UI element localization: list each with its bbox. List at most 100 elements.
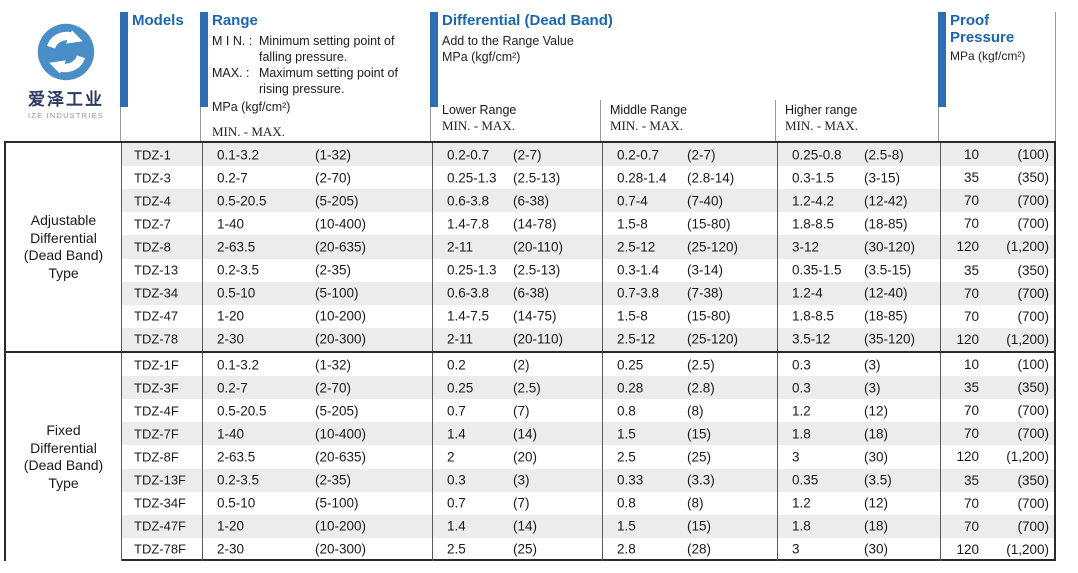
- proof-title-line2: Pressure: [950, 29, 1015, 46]
- company-name-cn: 爱泽工业: [28, 90, 104, 109]
- higher-range-cell: 1.2-4 (12-40): [777, 281, 940, 305]
- lower-range-cell: 2-11 (20-110): [432, 235, 602, 259]
- company-name-en: IZE INDUSTRIES: [28, 111, 104, 120]
- range-cell: 0.2-3.5 (2-35): [202, 258, 432, 282]
- model-cell: TDZ-78: [134, 331, 179, 347]
- range-cell: 2-63.5 (20-635): [202, 445, 432, 469]
- model-cell: TDZ-4F: [134, 403, 179, 419]
- range-cell: 1-20 (10-200): [202, 304, 432, 328]
- lower-range-cell: 1.4-7.5 (14-75): [432, 304, 602, 328]
- header-accent-bar: [120, 12, 128, 107]
- middle-range-cell: 0.28-1.4 (2.8-14): [602, 166, 777, 190]
- spec-table: Adjustable Differential (Dead Band) Type…: [4, 141, 1056, 561]
- proof-pressure-cell: 35 (350): [940, 258, 1054, 282]
- model-cell: TDZ-78F: [134, 541, 186, 557]
- higher-range-cell: 1.8 (18): [777, 514, 940, 538]
- header-right-divider: [1055, 12, 1056, 141]
- higher-range-cell: 0.35 (3.5): [777, 468, 940, 492]
- proof-pressure-cell: 120 (1,200): [940, 445, 1054, 469]
- middle-range-cell: 1.5-8 (15-80): [602, 304, 777, 328]
- range-cell: 0.5-20.5 (5-205): [202, 189, 432, 213]
- middle-range-cell: 2.5-12 (25-120): [602, 235, 777, 259]
- table-row: TDZ-34 0.5-10 (5-100) 0.6-3.8 (6-38) 0.7-3…: [122, 281, 1054, 305]
- proof-pressure-cell: 120 (1,200): [940, 327, 1054, 351]
- middle-range-cell: 2.5-12 (25-120): [602, 327, 777, 351]
- range-unit: MPa (kgf/cm²): [212, 100, 291, 114]
- middle-range-cell: 1.5 (15): [602, 514, 777, 538]
- higher-range-cell: 3.5-12 (35-120): [777, 327, 940, 351]
- header-accent-bar: [430, 12, 438, 107]
- higher-range-cell: 1.2 (12): [777, 399, 940, 423]
- proof-pressure-cell: 10 (100): [940, 143, 1054, 167]
- column-divider: [120, 107, 121, 141]
- differential-subtitle: Add to the Range Value: [442, 34, 574, 48]
- proof-pressure-cell: 70 (700): [940, 212, 1054, 236]
- header-range: Range M I N. : Minimum setting point of …: [200, 12, 430, 141]
- subheader-lower-range: Lower Range MIN. - MAX.: [442, 103, 517, 133]
- higher-range-cell: 0.35-1.5 (3.5-15): [777, 258, 940, 282]
- column-divider: [200, 107, 201, 141]
- range-cell: 0.1-3.2 (1-32): [202, 353, 432, 377]
- middle-range-cell: 0.25 (2.5): [602, 353, 777, 377]
- range-cell: 0.5-10 (5-100): [202, 491, 432, 515]
- range-cell: 0.5-20.5 (5-205): [202, 399, 432, 423]
- table-row: TDZ-3F 0.2-7 (2-70) 0.25 (2.5) 0.28 (2.8) 0…: [122, 376, 1054, 400]
- lower-range-cell: 1.4-7.8 (14-78): [432, 212, 602, 236]
- table-row: TDZ-8F 2-63.5 (20-635) 2 (20) 2.5 (25) 3 (30…: [122, 445, 1054, 469]
- middle-range-cell: 0.28 (2.8): [602, 376, 777, 400]
- subcolumn-divider: [600, 100, 601, 141]
- lower-range-cell: 2-11 (20-110): [432, 327, 602, 351]
- model-cell: TDZ-4: [134, 193, 171, 209]
- models-title: Models: [132, 12, 184, 29]
- range-cell: 0.2-7 (2-70): [202, 166, 432, 190]
- higher-range-cell: 3 (30): [777, 537, 940, 561]
- header-accent-bar: [938, 12, 946, 107]
- table-row: TDZ-78F 2-30 (20-300) 2.5 (25) 2.8 (28) 3 (3…: [122, 537, 1054, 561]
- proof-pressure-cell: 120 (1,200): [940, 235, 1054, 259]
- higher-range-cell: 1.8-8.5 (18-85): [777, 212, 940, 236]
- higher-range-cell: 1.8-8.5 (18-85): [777, 304, 940, 328]
- section-rows: TDZ-1F 0.1-3.2 (1-32) 0.2 (2) 0.25 (2.5) 0.…: [122, 353, 1054, 561]
- lower-range-cell: 0.6-3.8 (6-38): [432, 189, 602, 213]
- range-cell: 0.5-10 (5-100): [202, 281, 432, 305]
- model-cell: TDZ-3F: [134, 380, 179, 396]
- range-cell: 1-20 (10-200): [202, 514, 432, 538]
- middle-range-cell: 0.33 (3.3): [602, 468, 777, 492]
- model-cell: TDZ-47F: [134, 518, 186, 534]
- lower-range-cell: 0.7 (7): [432, 399, 602, 423]
- section-fixed-differential: Fixed Differential (Dead Band) Type TDZ-…: [6, 351, 1054, 561]
- model-cell: TDZ-13F: [134, 472, 186, 488]
- range-minmax: MIN. - MAX.: [212, 124, 285, 139]
- higher-range-cell: 0.3-1.5 (3-15): [777, 166, 940, 190]
- model-cell: TDZ-47: [134, 308, 179, 324]
- higher-range-cell: 0.3 (3): [777, 353, 940, 377]
- table-row: TDZ-1 0.1-3.2 (1-32) 0.2-0.7 (2-7) 0.2-0.7…: [122, 143, 1054, 167]
- differential-unit: MPa (kgf/cm²): [442, 50, 521, 64]
- lower-range-cell: 0.25 (2.5): [432, 376, 602, 400]
- middle-range-cell: 0.7-3.8 (7-38): [602, 281, 777, 305]
- middle-range-cell: 0.3-1.4 (3-14): [602, 258, 777, 282]
- lower-range-cell: 0.2 (2): [432, 353, 602, 377]
- range-cell: 2-30 (20-300): [202, 327, 432, 351]
- table-row: TDZ-13F 0.2-3.5 (2-35) 0.3 (3) 0.33 (3.3) 0…: [122, 468, 1054, 492]
- table-row: TDZ-4F 0.5-20.5 (5-205) 0.7 (7) 0.8 (8) 1.2…: [122, 399, 1054, 423]
- higher-range-cell: 0.3 (3): [777, 376, 940, 400]
- range-cell: 2-63.5 (20-635): [202, 235, 432, 259]
- table-row: TDZ-13 0.2-3.5 (2-35) 0.25-1.3 (2.5-13) 0.…: [122, 258, 1054, 282]
- table-row: TDZ-7 1-40 (10-400) 1.4-7.8 (14-78) 1.5-8(…: [122, 212, 1054, 236]
- lower-range-cell: 0.3 (3): [432, 468, 602, 492]
- range-cell: 0.1-3.2 (1-32): [202, 143, 432, 167]
- table-row: TDZ-34F 0.5-10 (5-100) 0.7 (7) 0.8 (8) 1.2(…: [122, 491, 1054, 515]
- table-row: TDZ-3 0.2-7 (2-70) 0.25-1.3 (2.5-13) 0.28-…: [122, 166, 1054, 190]
- subheader-higher-range: Higher range MIN. - MAX.: [785, 103, 858, 133]
- model-cell: TDZ-7: [134, 216, 171, 232]
- middle-range-cell: 0.8 (8): [602, 491, 777, 515]
- middle-range-cell: 2.8 (28): [602, 537, 777, 561]
- table-row: TDZ-47 1-20 (10-200) 1.4-7.5 (14-75) 1.5-8…: [122, 304, 1054, 328]
- row-group-label: Fixed Differential (Dead Band) Type: [6, 353, 122, 561]
- middle-range-cell: 1.5 (15): [602, 422, 777, 446]
- table-row: TDZ-7F 1-40 (10-400) 1.4 (14) 1.5 (15) 1.8(…: [122, 422, 1054, 446]
- model-cell: TDZ-8: [134, 239, 171, 255]
- middle-range-cell: 0.7-4 (7-40): [602, 189, 777, 213]
